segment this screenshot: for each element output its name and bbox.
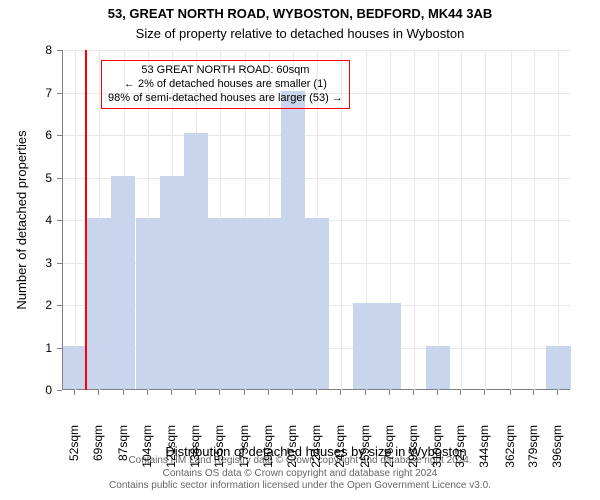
- annotation-box: 53 GREAT NORTH ROAD: 60sqm← 2% of detach…: [101, 60, 350, 109]
- xtick-mark: [484, 390, 485, 395]
- xtick-label: 396sqm: [550, 425, 564, 475]
- xtick-mark: [98, 390, 99, 395]
- reference-line: [85, 50, 87, 390]
- xtick-mark: [365, 390, 366, 395]
- xtick-mark: [123, 390, 124, 395]
- xtick-mark: [219, 390, 220, 395]
- ytick-label: 1: [34, 341, 52, 355]
- ytick-mark: [57, 263, 62, 264]
- histogram-bar: [353, 303, 377, 389]
- xtick-mark: [340, 390, 341, 395]
- xtick-mark: [244, 390, 245, 395]
- ytick-label: 4: [34, 213, 52, 227]
- xtick-mark: [268, 390, 269, 395]
- xtick-mark: [413, 390, 414, 395]
- xtick-mark: [292, 390, 293, 395]
- gridline-v: [511, 50, 512, 390]
- chart-root: 53, GREAT NORTH ROAD, WYBOSTON, BEDFORD,…: [0, 0, 600, 500]
- xtick-mark: [316, 390, 317, 395]
- xtick-label: 138sqm: [188, 425, 202, 475]
- ytick-mark: [57, 390, 62, 391]
- xtick-mark: [147, 390, 148, 395]
- histogram-bar: [232, 218, 256, 389]
- ytick-label: 2: [34, 298, 52, 312]
- histogram-bar: [256, 218, 280, 389]
- page-title: 53, GREAT NORTH ROAD, WYBOSTON, BEDFORD,…: [0, 6, 600, 21]
- ytick-mark: [57, 305, 62, 306]
- xtick-mark: [195, 390, 196, 395]
- gridline-v: [461, 50, 462, 390]
- ytick-label: 7: [34, 86, 52, 100]
- ytick-label: 8: [34, 43, 52, 57]
- ytick-label: 0: [34, 383, 52, 397]
- histogram-bar: [377, 303, 401, 389]
- histogram-bar: [305, 218, 329, 389]
- histogram-bar: [546, 346, 571, 390]
- xtick-label: 293sqm: [406, 425, 420, 475]
- xtick-label: 276sqm: [382, 425, 396, 475]
- ytick-label: 5: [34, 171, 52, 185]
- xtick-label: 190sqm: [261, 425, 275, 475]
- xtick-mark: [171, 390, 172, 395]
- ytick-label: 3: [34, 256, 52, 270]
- xtick-label: 121sqm: [164, 425, 178, 475]
- histogram-bar: [111, 176, 135, 390]
- ytick-mark: [57, 50, 62, 51]
- gridline-v: [558, 50, 559, 390]
- histogram-bar: [281, 91, 305, 390]
- xtick-label: 310sqm: [430, 425, 444, 475]
- annotation-line: 98% of semi-detached houses are larger (…: [108, 92, 343, 106]
- histogram-bar: [208, 218, 232, 389]
- gridline-v: [75, 50, 76, 390]
- xtick-mark: [460, 390, 461, 395]
- xtick-label: 52sqm: [67, 425, 81, 475]
- xtick-label: 327sqm: [453, 425, 467, 475]
- gridline-v: [534, 50, 535, 390]
- xtick-label: 155sqm: [212, 425, 226, 475]
- histogram-bar: [136, 218, 160, 389]
- ytick-mark: [57, 93, 62, 94]
- xtick-label: 362sqm: [503, 425, 517, 475]
- footer-line: Contains public sector information licen…: [0, 480, 600, 493]
- xtick-label: 104sqm: [140, 425, 154, 475]
- annotation-line: 53 GREAT NORTH ROAD: 60sqm: [108, 64, 343, 78]
- histogram-bar: [426, 346, 450, 390]
- histogram-bar: [184, 133, 208, 389]
- histogram-bar: [87, 218, 111, 389]
- gridline-v: [485, 50, 486, 390]
- xtick-mark: [437, 390, 438, 395]
- ytick-mark: [57, 220, 62, 221]
- ytick-mark: [57, 178, 62, 179]
- histogram-bar: [63, 346, 87, 390]
- xtick-mark: [74, 390, 75, 395]
- xtick-label: 224sqm: [309, 425, 323, 475]
- ytick-label: 6: [34, 128, 52, 142]
- xtick-label: 241sqm: [333, 425, 347, 475]
- y-axis-label: Number of detached properties: [14, 50, 29, 390]
- ytick-mark: [57, 135, 62, 136]
- xtick-mark: [510, 390, 511, 395]
- xtick-label: 259sqm: [358, 425, 372, 475]
- ytick-mark: [57, 348, 62, 349]
- plot-area: 53 GREAT NORTH ROAD: 60sqm← 2% of detach…: [62, 50, 570, 390]
- annotation-line: ← 2% of detached houses are smaller (1): [108, 78, 343, 92]
- xtick-mark: [557, 390, 558, 395]
- xtick-mark: [533, 390, 534, 395]
- xtick-label: 344sqm: [477, 425, 491, 475]
- xtick-label: 69sqm: [91, 425, 105, 475]
- xtick-label: 379sqm: [526, 425, 540, 475]
- gridline-v: [438, 50, 439, 390]
- gridline-v: [414, 50, 415, 390]
- xtick-label: 207sqm: [285, 425, 299, 475]
- chart-subtitle: Size of property relative to detached ho…: [0, 26, 600, 41]
- xtick-mark: [389, 390, 390, 395]
- histogram-bar: [160, 176, 184, 390]
- xtick-label: 173sqm: [237, 425, 251, 475]
- xtick-label: 87sqm: [116, 425, 130, 475]
